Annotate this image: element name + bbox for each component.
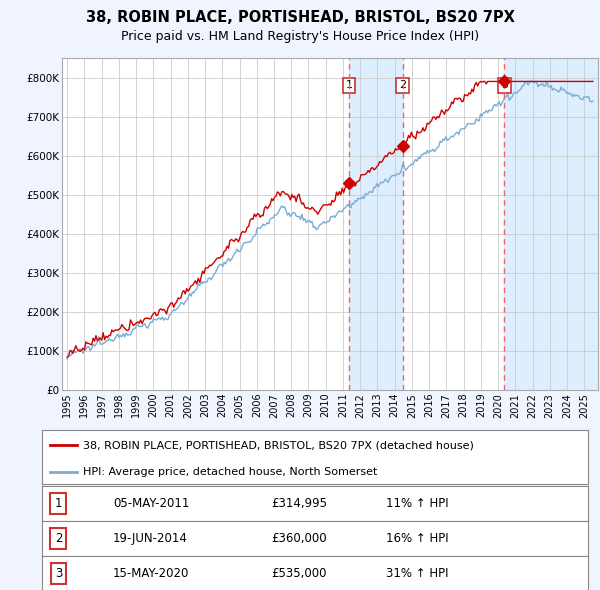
Text: HPI: Average price, detached house, North Somerset: HPI: Average price, detached house, Nort… [83,467,377,477]
Text: 2: 2 [55,532,62,545]
Text: 3: 3 [55,567,62,580]
Text: £314,995: £314,995 [271,497,328,510]
Text: 31% ↑ HPI: 31% ↑ HPI [386,567,448,580]
Text: 38, ROBIN PLACE, PORTISHEAD, BRISTOL, BS20 7PX (detached house): 38, ROBIN PLACE, PORTISHEAD, BRISTOL, BS… [83,440,474,450]
Text: 38, ROBIN PLACE, PORTISHEAD, BRISTOL, BS20 7PX: 38, ROBIN PLACE, PORTISHEAD, BRISTOL, BS… [86,10,514,25]
Text: Price paid vs. HM Land Registry's House Price Index (HPI): Price paid vs. HM Land Registry's House … [121,30,479,43]
Text: 11% ↑ HPI: 11% ↑ HPI [386,497,449,510]
Text: £535,000: £535,000 [271,567,327,580]
Text: 3: 3 [501,80,508,90]
Text: 1: 1 [346,80,352,90]
Bar [505,58,598,390]
Bar [349,58,403,390]
Text: 19-JUN-2014: 19-JUN-2014 [113,532,188,545]
Text: 15-MAY-2020: 15-MAY-2020 [113,567,190,580]
Text: 16% ↑ HPI: 16% ↑ HPI [386,532,449,545]
Text: 2: 2 [399,80,406,90]
Text: 1: 1 [55,497,62,510]
Text: £360,000: £360,000 [271,532,327,545]
Text: 05-MAY-2011: 05-MAY-2011 [113,497,190,510]
